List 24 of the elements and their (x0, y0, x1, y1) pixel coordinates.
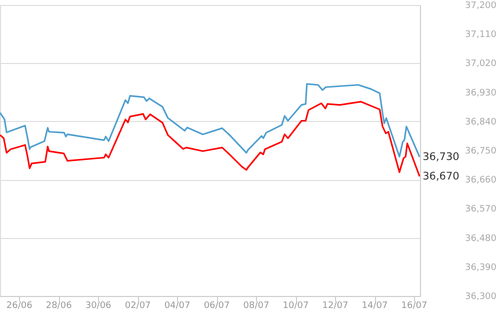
x-tick-label: 30/06 (85, 301, 112, 311)
x-tick-label: 28/06 (46, 301, 72, 311)
x-tick-label: 04/07 (164, 301, 190, 311)
x-tick-label: 16/07 (401, 301, 428, 311)
y-tick-label: 36,480 (465, 234, 497, 244)
x-tick-label: 08/07 (243, 301, 270, 311)
y-tick-label: 36,840 (465, 117, 497, 128)
x-tick-label: 10/07 (282, 301, 309, 311)
y-tick-label: 36,660 (465, 176, 497, 186)
y-tick-label: 36,570 (465, 204, 497, 215)
y-tick-label: 36,300 (465, 292, 497, 302)
x-tick-label: 12/07 (322, 301, 348, 311)
y-tick-label: 36,390 (465, 262, 497, 273)
x-tick-label: 02/07 (124, 301, 151, 311)
x-tick-label: 26/06 (6, 301, 33, 311)
data-label: 36,670 (422, 170, 460, 182)
data-label: 36,730 (422, 150, 460, 163)
y-tick-label: 37,200 (465, 1, 497, 11)
x-tick-label: 14/07 (362, 301, 388, 311)
y-tick-label: 36,750 (465, 146, 497, 156)
y-tick-label: 37,110 (465, 30, 497, 40)
x-tick-label: 06/07 (204, 301, 230, 311)
y-tick-label: 36,930 (465, 88, 497, 98)
y-tick-label: 37,020 (465, 59, 497, 70)
